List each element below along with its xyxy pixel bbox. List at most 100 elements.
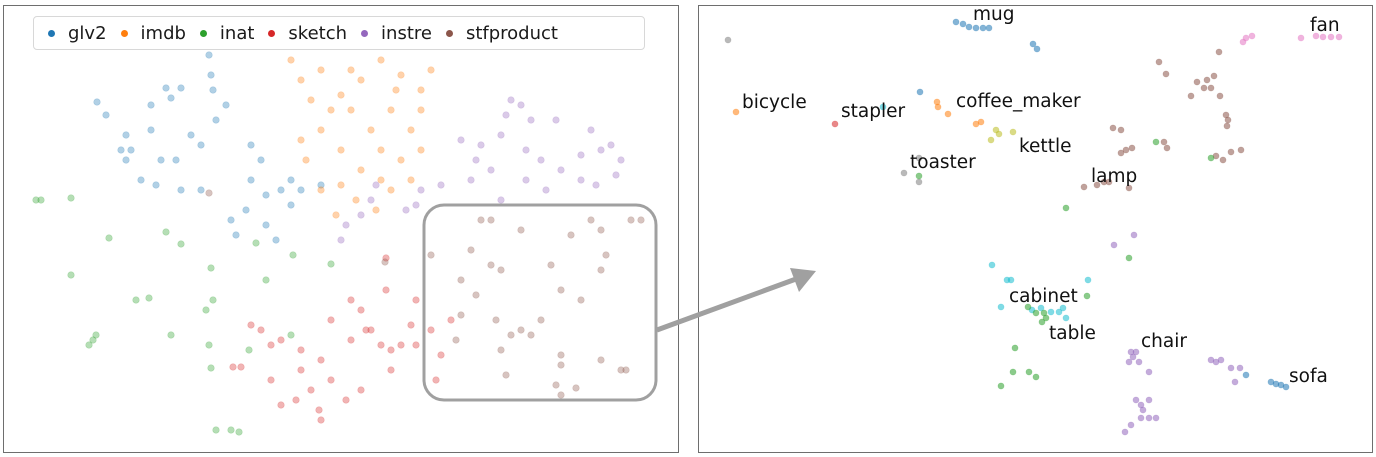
cluster-6-point [1117, 149, 1125, 157]
cluster-6-point [1128, 144, 1136, 152]
cluster-6-point [1219, 156, 1227, 164]
cluster-7-point [1207, 154, 1215, 162]
cluster-6-point [1200, 84, 1208, 92]
cluster-9-point [1121, 428, 1129, 436]
instre-point [587, 126, 595, 134]
cluster-1-point [952, 18, 960, 26]
cluster-label-toaster: toaster [910, 152, 976, 173]
glv2-point [212, 116, 220, 124]
cluster-6-point [1105, 178, 1113, 186]
cluster-7-point [1125, 254, 1133, 262]
sketch-point [327, 316, 335, 324]
imdb-point [337, 91, 345, 99]
imdb-point [377, 176, 385, 184]
stfproduct-point [487, 216, 495, 224]
cluster-9-point [1132, 396, 1140, 404]
stfproduct-point [567, 231, 575, 239]
cluster-6-point [1224, 116, 1232, 124]
sketch-point [347, 336, 355, 344]
cluster-7-point [1042, 314, 1050, 322]
instre-point [337, 236, 345, 244]
stfproduct-point [457, 311, 465, 319]
cluster-label-kettle: kettle [1019, 136, 1071, 157]
cluster-4-point [988, 261, 996, 269]
legend-marker-icon [361, 29, 369, 37]
inat-point [205, 341, 213, 349]
legend-label: sketch [288, 22, 348, 44]
cluster-6-point [1187, 92, 1195, 100]
cluster-7-point [1025, 368, 1033, 376]
stfproduct-point [502, 371, 510, 379]
sketch-point [257, 326, 265, 334]
sketch-point [437, 351, 445, 359]
glv2-point [122, 131, 130, 139]
cluster-1-point [1029, 40, 1037, 48]
instre-point [557, 166, 565, 174]
glv2-point [137, 176, 145, 184]
stfproduct-point [537, 316, 545, 324]
sketch-point [367, 326, 375, 334]
sketch-point [317, 356, 325, 364]
glv2-point [262, 191, 270, 199]
right-scatter-points [724, 18, 1343, 436]
inat-point [235, 428, 243, 436]
cluster-6-point [1080, 183, 1088, 191]
imdb-point [377, 56, 385, 64]
sketch-point [317, 416, 325, 424]
glv2-point [247, 176, 255, 184]
cluster-4-point [997, 303, 1005, 311]
legend-marker-icon [120, 29, 128, 37]
stfproduct-point [557, 361, 565, 369]
instre-point [612, 171, 620, 179]
stfproduct-point [427, 251, 435, 259]
cluster-8-point [1242, 34, 1250, 42]
instre-point [597, 146, 605, 154]
cluster-9-point [1130, 231, 1138, 239]
sketch-point [407, 321, 415, 329]
cluster-0-point [900, 169, 908, 177]
glv2-point [242, 206, 250, 214]
sketch-point [412, 296, 420, 304]
stfproduct-point [597, 226, 605, 234]
imdb-point [372, 206, 380, 214]
stfproduct-point [517, 326, 525, 334]
instre-point [522, 176, 530, 184]
cluster-6-point [1216, 92, 1224, 100]
cluster-4-point [879, 103, 887, 111]
imdb-point [337, 146, 345, 154]
stfproduct-point [205, 189, 213, 197]
stfproduct-point [517, 226, 525, 234]
cluster-1-point [1242, 371, 1250, 379]
sketch-point [412, 341, 420, 349]
instre-point [487, 166, 495, 174]
cluster-4-point [1007, 276, 1015, 284]
cluster-7-point [1011, 344, 1019, 352]
inat-point [37, 196, 45, 204]
glv2-point [127, 146, 135, 154]
cluster-6-point [1227, 148, 1235, 156]
cluster-7-point [1083, 292, 1091, 300]
sketch-point [307, 386, 315, 394]
cluster-0-point [724, 36, 732, 44]
stfproduct-point [627, 216, 635, 224]
stfproduct-point [617, 366, 625, 374]
cluster-1-point [959, 20, 967, 28]
instre-point [497, 196, 505, 204]
sketch-point [229, 363, 237, 371]
glv2-point [205, 51, 213, 59]
sketch-point [382, 254, 390, 262]
cluster-8-point [1312, 32, 1320, 40]
glv2-point [117, 146, 125, 154]
legend-item-inat: inat [199, 23, 254, 44]
instre-point [477, 141, 485, 149]
left-panel-frame [3, 5, 679, 453]
imdb-point [417, 146, 425, 154]
stfproduct-point [472, 291, 480, 299]
cluster-4-point [1047, 308, 1055, 316]
cluster-7-point [1032, 373, 1040, 381]
inat-point [92, 331, 100, 339]
instre-point [607, 141, 615, 149]
cluster-1-point [1033, 45, 1041, 53]
sketch-point [387, 346, 395, 354]
